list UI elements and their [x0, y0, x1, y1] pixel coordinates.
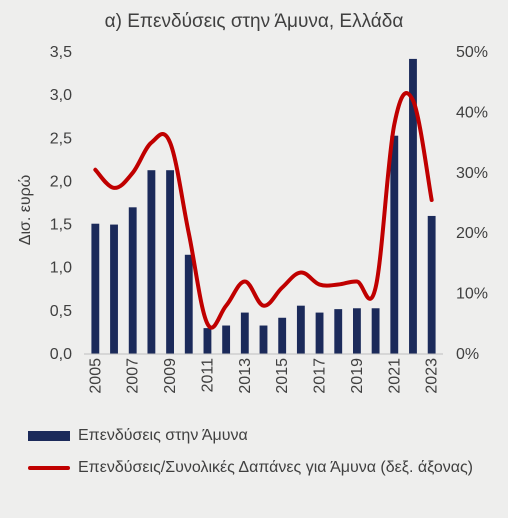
bar [390, 135, 399, 354]
x-tick-label: 2017 [312, 358, 329, 394]
bar [240, 312, 249, 354]
legend-label-bars: Επενδύσεις στην Άμυνα [78, 427, 248, 444]
legend-item-bars: Επενδύσεις στην Άμυνα [28, 426, 498, 446]
bar [259, 325, 268, 354]
chart-title: α) Επενδύσεις στην Άμυνα, Ελλάδα [105, 11, 404, 32]
legend-item-line: Επενδύσεις/Συνολικές Δαπάνες για Άμυνα (… [28, 458, 498, 478]
bar [91, 223, 100, 354]
x-tick-label: 2023 [424, 358, 441, 394]
x-tick-label: 2009 [162, 358, 179, 394]
bar [334, 309, 343, 354]
bar [371, 308, 380, 354]
bar [147, 170, 156, 354]
x-tick-label: 2013 [237, 358, 254, 394]
y-axis-label: Δισ. ευρώ [17, 175, 34, 245]
x-axis: 2005 2007 2009 2011 2013 2015 2017 2019 2021 2023 [87, 358, 440, 394]
y-tick-label: 0,0 [50, 346, 72, 363]
y-tick-label: 1,5 [50, 217, 72, 234]
y2-tick-label: 10% [456, 286, 488, 303]
bar [184, 254, 193, 354]
legend-swatch-line [28, 466, 70, 470]
y2-tick-label: 40% [456, 104, 488, 121]
y2-tick-label: 20% [456, 225, 488, 242]
bar [278, 317, 287, 354]
y2-tick-label: 0% [456, 346, 479, 363]
x-tick-label: 2005 [87, 358, 104, 394]
x-tick-label: 2007 [125, 358, 142, 394]
y-tick-label: 2,5 [50, 130, 72, 147]
line-series [93, 91, 434, 330]
y2-tick-label: 50% [456, 44, 488, 61]
bar [352, 308, 361, 354]
y2-axis: 0% 10% 20% 30% 40% 50% [456, 44, 488, 363]
bar [315, 312, 324, 354]
bar [409, 58, 417, 354]
y-axis: 0,0 0,5 1,0 1,5 2,0 2,5 3,0 3,5 [50, 44, 72, 363]
x-tick-label: 2015 [274, 358, 291, 394]
legend-swatch-bar [28, 431, 70, 441]
bar [128, 207, 137, 354]
bar [203, 328, 212, 354]
legend: Επενδύσεις στην Άμυνα Επενδύσεις/Συνολικ… [28, 426, 498, 490]
y-tick-label: 0,5 [50, 303, 72, 320]
bar [427, 215, 436, 354]
bar [110, 224, 118, 354]
y-tick-label: 3,5 [50, 44, 72, 61]
x-tick-label: 2019 [349, 358, 366, 394]
y-tick-label: 3,0 [50, 87, 72, 104]
bar [166, 170, 175, 354]
x-tick-label: 2021 [386, 358, 403, 394]
y-tick-label: 1,0 [50, 260, 72, 277]
bar [296, 305, 305, 354]
bar [222, 325, 231, 354]
legend-label-line: Επενδύσεις/Συνολικές Δαπάνες για Άμυνα (… [78, 459, 474, 476]
y2-tick-label: 30% [456, 165, 488, 182]
y-tick-label: 2,0 [50, 173, 72, 190]
x-tick-label: 2011 [199, 358, 216, 393]
bar-series [91, 58, 436, 354]
chart: α) Επενδύσεις στην Άμυνα, Ελλάδα Δισ. ευ… [17, 11, 488, 394]
